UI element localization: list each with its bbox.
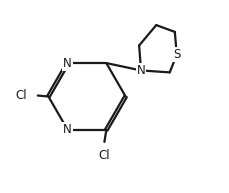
Text: N: N	[63, 57, 72, 69]
Text: Cl: Cl	[16, 89, 27, 102]
Text: S: S	[172, 48, 180, 61]
Text: N: N	[136, 64, 145, 77]
Text: N: N	[63, 124, 72, 136]
Text: Cl: Cl	[98, 149, 110, 162]
